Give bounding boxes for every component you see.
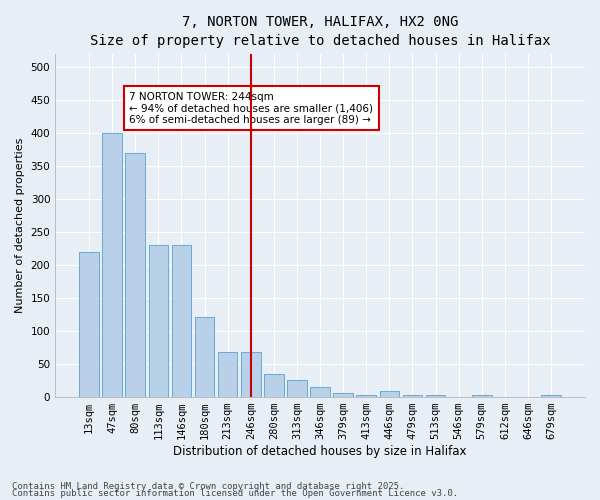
Title: 7, NORTON TOWER, HALIFAX, HX2 0NG
Size of property relative to detached houses i: 7, NORTON TOWER, HALIFAX, HX2 0NG Size o… bbox=[90, 15, 550, 48]
Bar bbox=[149, 245, 168, 396]
Bar bbox=[103, 133, 122, 396]
Text: 7 NORTON TOWER: 244sqm
← 94% of detached houses are smaller (1,406)
6% of semi-d: 7 NORTON TOWER: 244sqm ← 94% of detached… bbox=[130, 92, 373, 124]
Bar bbox=[310, 386, 330, 396]
Bar bbox=[264, 374, 284, 396]
Bar bbox=[172, 245, 191, 396]
Bar bbox=[195, 318, 214, 396]
Bar bbox=[287, 380, 307, 396]
Text: Contains public sector information licensed under the Open Government Licence v3: Contains public sector information licen… bbox=[12, 490, 458, 498]
Y-axis label: Number of detached properties: Number of detached properties bbox=[15, 138, 25, 313]
X-axis label: Distribution of detached houses by size in Halifax: Distribution of detached houses by size … bbox=[173, 444, 467, 458]
Bar bbox=[380, 392, 399, 396]
Bar bbox=[241, 352, 260, 397]
Bar bbox=[79, 252, 99, 396]
Text: Contains HM Land Registry data © Crown copyright and database right 2025.: Contains HM Land Registry data © Crown c… bbox=[12, 482, 404, 491]
Bar bbox=[334, 394, 353, 396]
Bar bbox=[218, 352, 238, 397]
Bar bbox=[125, 152, 145, 396]
